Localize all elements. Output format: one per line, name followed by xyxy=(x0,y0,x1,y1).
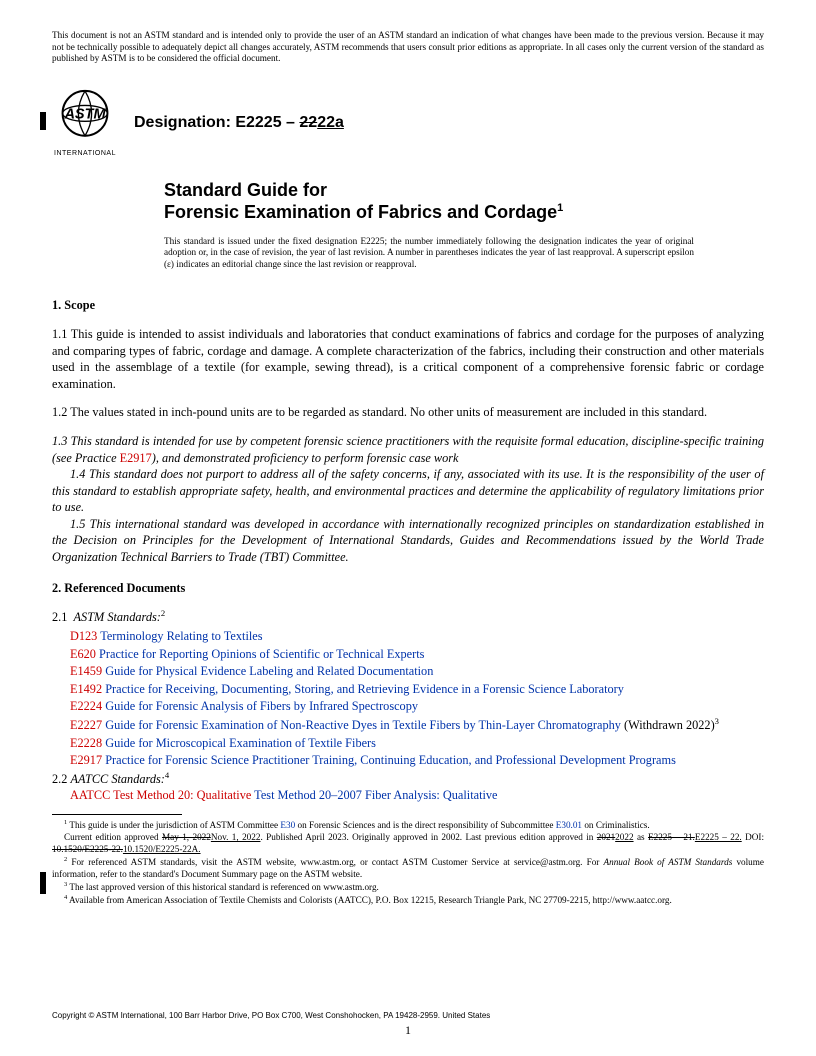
svg-text:ASTM: ASTM xyxy=(63,106,106,122)
aatcc-label: AATCC Standards: xyxy=(70,772,164,786)
ref-code[interactable]: D123 xyxy=(70,629,97,643)
fn1d-s2: 2021 xyxy=(597,832,615,842)
fn1d-n4: 10.1520/E2225-22A. xyxy=(123,844,201,854)
ref-code[interactable]: E2917 xyxy=(70,753,102,767)
ref-line: E2224 Guide for Forensic Analysis of Fib… xyxy=(70,698,764,715)
para-1-4: 1.4 This standard does not purport to ad… xyxy=(52,466,764,516)
link-e2917[interactable]: E2917 xyxy=(120,451,152,465)
footnote-1-line2: Current edition approved May 1, 2022Nov.… xyxy=(52,832,764,856)
para-1-1: 1.1 This guide is intended to assist ind… xyxy=(52,326,764,392)
fn1d-c: as xyxy=(634,832,648,842)
ref-title[interactable]: Practice for Reporting Opinions of Scien… xyxy=(99,647,424,661)
change-bar-icon xyxy=(40,112,46,130)
fn1d-n2: 2022 xyxy=(615,832,633,842)
fn1d-a: Current edition approved xyxy=(64,832,162,842)
ref-code[interactable]: E2224 xyxy=(70,699,102,713)
header-row: ASTM INTERNATIONAL Designation: E2225 – … xyxy=(52,89,764,157)
ref-line: E1492 Practice for Receiving, Documentin… xyxy=(70,681,764,698)
fn1d-s1: May 1, 2022 xyxy=(162,832,211,842)
aatcc-title[interactable]: Test Method 20–2007 Fiber Analysis: Qual… xyxy=(254,788,497,802)
link-e30[interactable]: E30 xyxy=(280,820,295,830)
title-line2: Forensic Examination of Fabrics and Cord… xyxy=(164,202,557,222)
sup-2: 2 xyxy=(161,608,165,618)
title: Standard Guide for Forensic Examination … xyxy=(164,179,694,224)
ref-sup: 3 xyxy=(715,716,719,726)
footnote-rule xyxy=(52,814,182,815)
body: 1. Scope 1.1 This guide is intended to a… xyxy=(52,297,764,907)
fn1c: on Criminalistics. xyxy=(582,820,650,830)
logo-subtext: INTERNATIONAL xyxy=(54,150,118,157)
title-sup: 1 xyxy=(557,202,563,214)
ref-title[interactable]: Practice for Receiving, Documenting, Sto… xyxy=(105,682,624,696)
para-2-1: 2.1 ASTM Standards:2 xyxy=(52,608,764,626)
sup-4: 4 xyxy=(165,770,169,780)
fn1b: on Forensic Sciences and is the direct r… xyxy=(295,820,556,830)
aatcc-ref: AATCC Test Method 20: Qualitative Test M… xyxy=(70,787,764,804)
ref-line: E620 Practice for Reporting Opinions of … xyxy=(70,646,764,663)
footnote-2: 2 For referenced ASTM standards, visit t… xyxy=(52,856,764,881)
link-e30-01[interactable]: E30.01 xyxy=(556,820,582,830)
ref-title[interactable]: Practice for Forensic Science Practition… xyxy=(105,753,676,767)
fn4-text: Available from American Association of T… xyxy=(67,895,672,905)
ref-code[interactable]: E2228 xyxy=(70,736,102,750)
fn1d-s4: 10.1520/E2225-22. xyxy=(52,844,123,854)
fn1d-b: . Published April 2023. Originally appro… xyxy=(260,832,596,842)
section-2-head: 2. Referenced Documents xyxy=(52,580,764,597)
para-1-3: 1.3 This standard is intended for use by… xyxy=(52,433,764,466)
astm-logo-block: ASTM INTERNATIONAL xyxy=(52,89,118,157)
ref-line: E2917 Practice for Forensic Science Prac… xyxy=(70,752,764,769)
issuance-note: This standard is issued under the fixed … xyxy=(164,236,694,272)
fn1d-n1: Nov. 1, 2022 xyxy=(211,832,261,842)
designation-old: 22 xyxy=(299,114,317,131)
copyright: Copyright © ASTM International, 100 Barr… xyxy=(52,1011,490,1020)
section-1-head: 1. Scope xyxy=(52,297,764,314)
fn2-ital: Annual Book of ASTM Standards xyxy=(604,857,733,867)
fn3-text: The last approved version of this histor… xyxy=(67,882,379,892)
footnotes: 1 This guide is under the jurisdiction o… xyxy=(52,819,764,907)
designation-new: 22a xyxy=(317,114,344,131)
footnote-4: 4 Available from American Association of… xyxy=(52,894,764,907)
title-line1: Standard Guide for xyxy=(164,180,327,200)
footnote-3: 3 The last approved version of this hist… xyxy=(52,881,764,894)
astm-standards-label: 2.1 ASTM Standards: xyxy=(52,610,161,624)
page: This document is not an ASTM standard an… xyxy=(0,0,816,1056)
refs-list: D123 Terminology Relating to TextilesE62… xyxy=(52,628,764,769)
fn1d-d: DOI: xyxy=(742,832,764,842)
footnote-1: 1 This guide is under the jurisdiction o… xyxy=(52,819,764,832)
ref-title[interactable]: Guide for Physical Evidence Labeling and… xyxy=(105,664,433,678)
para-2-2: 2.2 AATCC Standards:4 xyxy=(52,770,764,788)
page-number: 1 xyxy=(0,1023,816,1038)
ref-code[interactable]: E1492 xyxy=(70,682,102,696)
ref-line: D123 Terminology Relating to Textiles xyxy=(70,628,764,645)
astm-logo-icon: ASTM xyxy=(52,89,118,143)
ref-line: E1459 Guide for Physical Evidence Labeli… xyxy=(70,663,764,680)
fn1d-s3: E2225 – 21. xyxy=(648,832,695,842)
designation: Designation: E2225 – 2222a xyxy=(134,114,344,132)
fn1d-n3: E2225 – 22. xyxy=(695,832,742,842)
ref-title[interactable]: Guide for Microscopical Examination of T… xyxy=(105,736,376,750)
fn1a: This guide is under the jurisdiction of … xyxy=(67,820,280,830)
para-1-2: 1.2 The values stated in inch-pound unit… xyxy=(52,404,764,421)
aatcc-code[interactable]: AATCC Test Method 20: Qualitative xyxy=(70,788,251,802)
ref-line: E2227 Guide for Forensic Examination of … xyxy=(70,716,764,734)
ref-title[interactable]: Guide for Forensic Analysis of Fibers by… xyxy=(105,699,418,713)
designation-label: Designation: E2225 – xyxy=(134,114,299,131)
top-disclaimer: This document is not an ASTM standard an… xyxy=(52,30,764,65)
ref-title[interactable]: Guide for Forensic Examination of Non-Re… xyxy=(105,718,621,732)
ref-code[interactable]: E620 xyxy=(70,647,96,661)
para-1-3b: ), and demonstrated proficiency to perfo… xyxy=(152,451,459,465)
change-bar-2-icon xyxy=(40,872,46,894)
ref-title[interactable]: Terminology Relating to Textiles xyxy=(100,629,262,643)
ref-line: E2228 Guide for Microscopical Examinatio… xyxy=(70,735,764,752)
title-block: Standard Guide for Forensic Examination … xyxy=(164,179,694,272)
ref-code[interactable]: E1459 xyxy=(70,664,102,678)
para-1-5: 1.5 This international standard was deve… xyxy=(52,516,764,566)
ref-code[interactable]: E2227 xyxy=(70,718,102,732)
ref-tail: (Withdrawn 2022) xyxy=(621,718,715,732)
